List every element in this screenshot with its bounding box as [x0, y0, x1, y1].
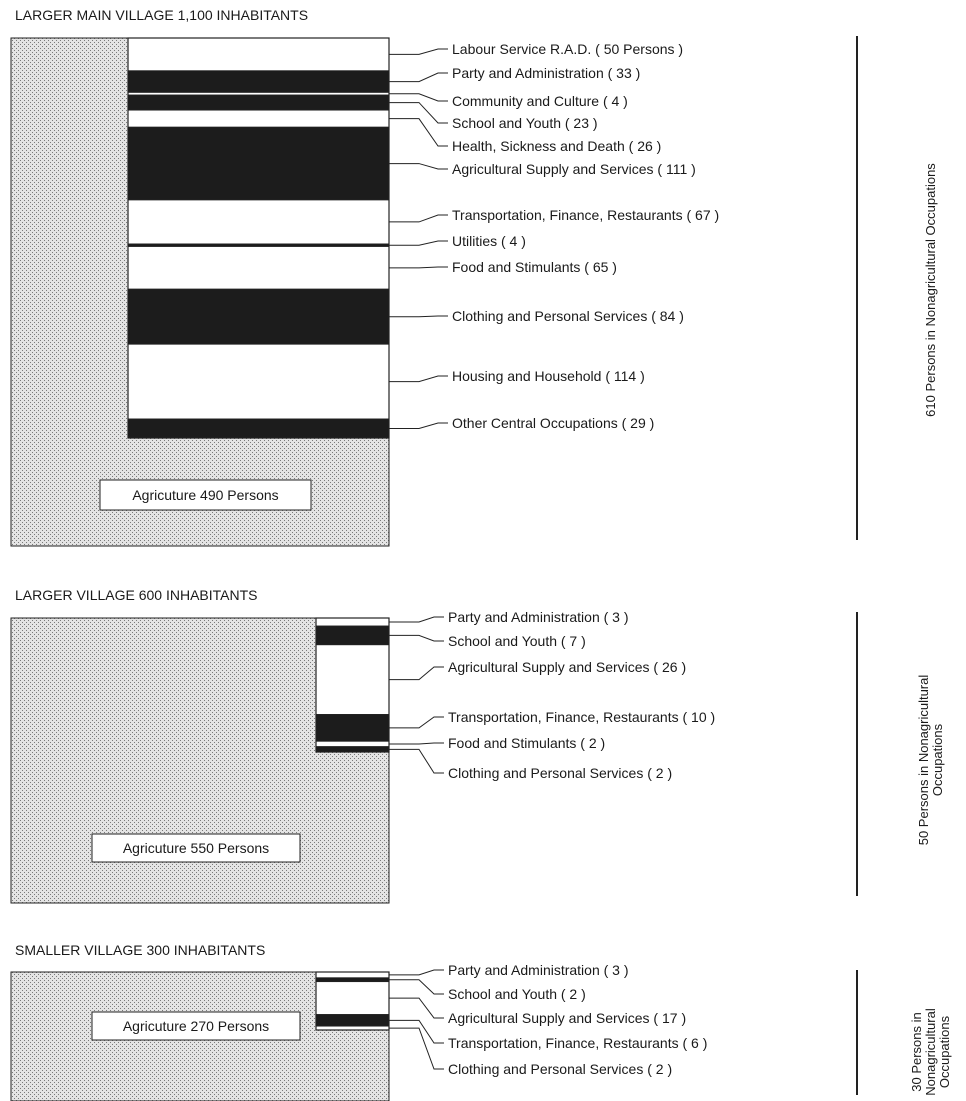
occupation-band [127, 343, 390, 420]
occupation-label: Food and Stimulants ( 2 ) [448, 735, 605, 751]
leader-line [389, 118, 448, 147]
leader-line [389, 102, 448, 124]
occupation-band [315, 971, 390, 979]
agriculture-label-box [99, 479, 312, 511]
side-label: Occupations [930, 723, 945, 796]
occupation-label: Agricultural Supply and Services ( 17 ) [448, 1010, 686, 1026]
occupation-label: Other Central Occupations ( 29 ) [452, 415, 654, 431]
agriculture-label: Agricuture 550 Persons [123, 840, 269, 856]
leader-line [389, 315, 448, 318]
occupation-label: Party and Administration ( 33 ) [452, 65, 640, 81]
side-label: 50 Persons in Nonagricultural [916, 675, 931, 846]
leader-line [389, 979, 444, 995]
agriculture-label: Agricuture 270 Persons [123, 1018, 269, 1034]
leader-line [389, 748, 444, 774]
occupation-band [315, 981, 390, 1015]
occupation-label: Agricultural Supply and Services ( 111 ) [452, 161, 696, 177]
occupation-band [315, 977, 390, 983]
leader-line [389, 214, 448, 223]
side-label: Nonagricultural [923, 1008, 938, 1096]
occupation-band [127, 37, 390, 72]
occupation-label: Party and Administration ( 3 ) [448, 962, 629, 978]
occupation-band [315, 746, 390, 753]
leader-line [389, 742, 444, 745]
occupation-band [127, 199, 390, 245]
leader-line [389, 240, 448, 246]
occupation-band [127, 246, 390, 290]
occupation-label: Transportation, Finance, Restaurants ( 1… [448, 709, 715, 725]
leader-line [389, 1019, 444, 1044]
occupation-label: Food and Stimulants ( 65 ) [452, 259, 617, 275]
leader-line [389, 72, 448, 83]
nonagricultural-column [315, 971, 390, 1031]
village-title: SMALLER VILLAGE 300 INHABITANTS [15, 942, 265, 958]
occupation-band [127, 94, 390, 111]
leader-line [389, 422, 448, 429]
leader-line [389, 716, 444, 729]
occupation-band [315, 1014, 390, 1027]
occupation-label: Community and Culture ( 4 ) [452, 93, 628, 109]
occupation-label: Housing and Household ( 114 ) [452, 368, 645, 384]
occupation-label: Party and Administration ( 3 ) [448, 609, 629, 625]
leader-line [389, 997, 444, 1019]
leader-line [389, 375, 448, 383]
occupation-label: Clothing and Personal Services ( 2 ) [448, 1061, 672, 1077]
occupation-label: Transportation, Finance, Restaurants ( 6… [448, 1035, 707, 1051]
occupation-label: School and Youth ( 23 ) [452, 115, 598, 131]
agriculture-label: Agricuture 490 Persons [132, 487, 278, 503]
occupation-band [127, 109, 390, 128]
village-title: LARGER VILLAGE 600 INHABITANTS [15, 587, 258, 603]
occupation-band [127, 288, 390, 345]
occupation-band [127, 418, 390, 439]
nonagricultural-column [315, 617, 390, 753]
occupation-band [315, 625, 390, 646]
leader-line [389, 266, 448, 269]
leader-line [389, 48, 448, 55]
occupation-label: School and Youth ( 2 ) [448, 986, 586, 1002]
leader-line [389, 666, 444, 681]
occupation-label: Health, Sickness and Death ( 26 ) [452, 138, 661, 154]
occupation-label: Labour Service R.A.D. ( 50 Persons ) [452, 41, 683, 57]
nonagricultural-column [127, 37, 390, 439]
leader-line [389, 1027, 444, 1070]
occupation-band [127, 126, 390, 201]
leader-line [389, 969, 444, 976]
occupation-label: Clothing and Personal Services ( 2 ) [448, 765, 672, 781]
occupation-band [315, 714, 390, 742]
side-label: Occupations [937, 1015, 952, 1088]
occupation-band [127, 70, 390, 93]
village-title: LARGER MAIN VILLAGE 1,100 INHABITANTS [15, 7, 308, 23]
occupation-label: Utilities ( 4 ) [452, 233, 526, 249]
leader-line [389, 93, 448, 102]
occupation-band [315, 740, 390, 748]
leader-line [389, 616, 444, 623]
leader-line [389, 163, 448, 170]
side-label: 30 Persons in [909, 1012, 924, 1092]
occupation-label: Transportation, Finance, Restaurants ( 6… [452, 207, 719, 223]
agriculture-label-box [91, 833, 301, 863]
side-label: 610 Persons in Nonagricultural Occupatio… [923, 163, 938, 417]
occupation-band [315, 644, 390, 715]
occupation-label: Agricultural Supply and Services ( 26 ) [448, 659, 686, 675]
occupation-label: School and Youth ( 7 ) [448, 633, 586, 649]
agriculture-label-box [91, 1011, 301, 1041]
occupation-band [315, 617, 390, 627]
occupation-label: Clothing and Personal Services ( 84 ) [452, 308, 684, 324]
leader-line [389, 634, 444, 642]
